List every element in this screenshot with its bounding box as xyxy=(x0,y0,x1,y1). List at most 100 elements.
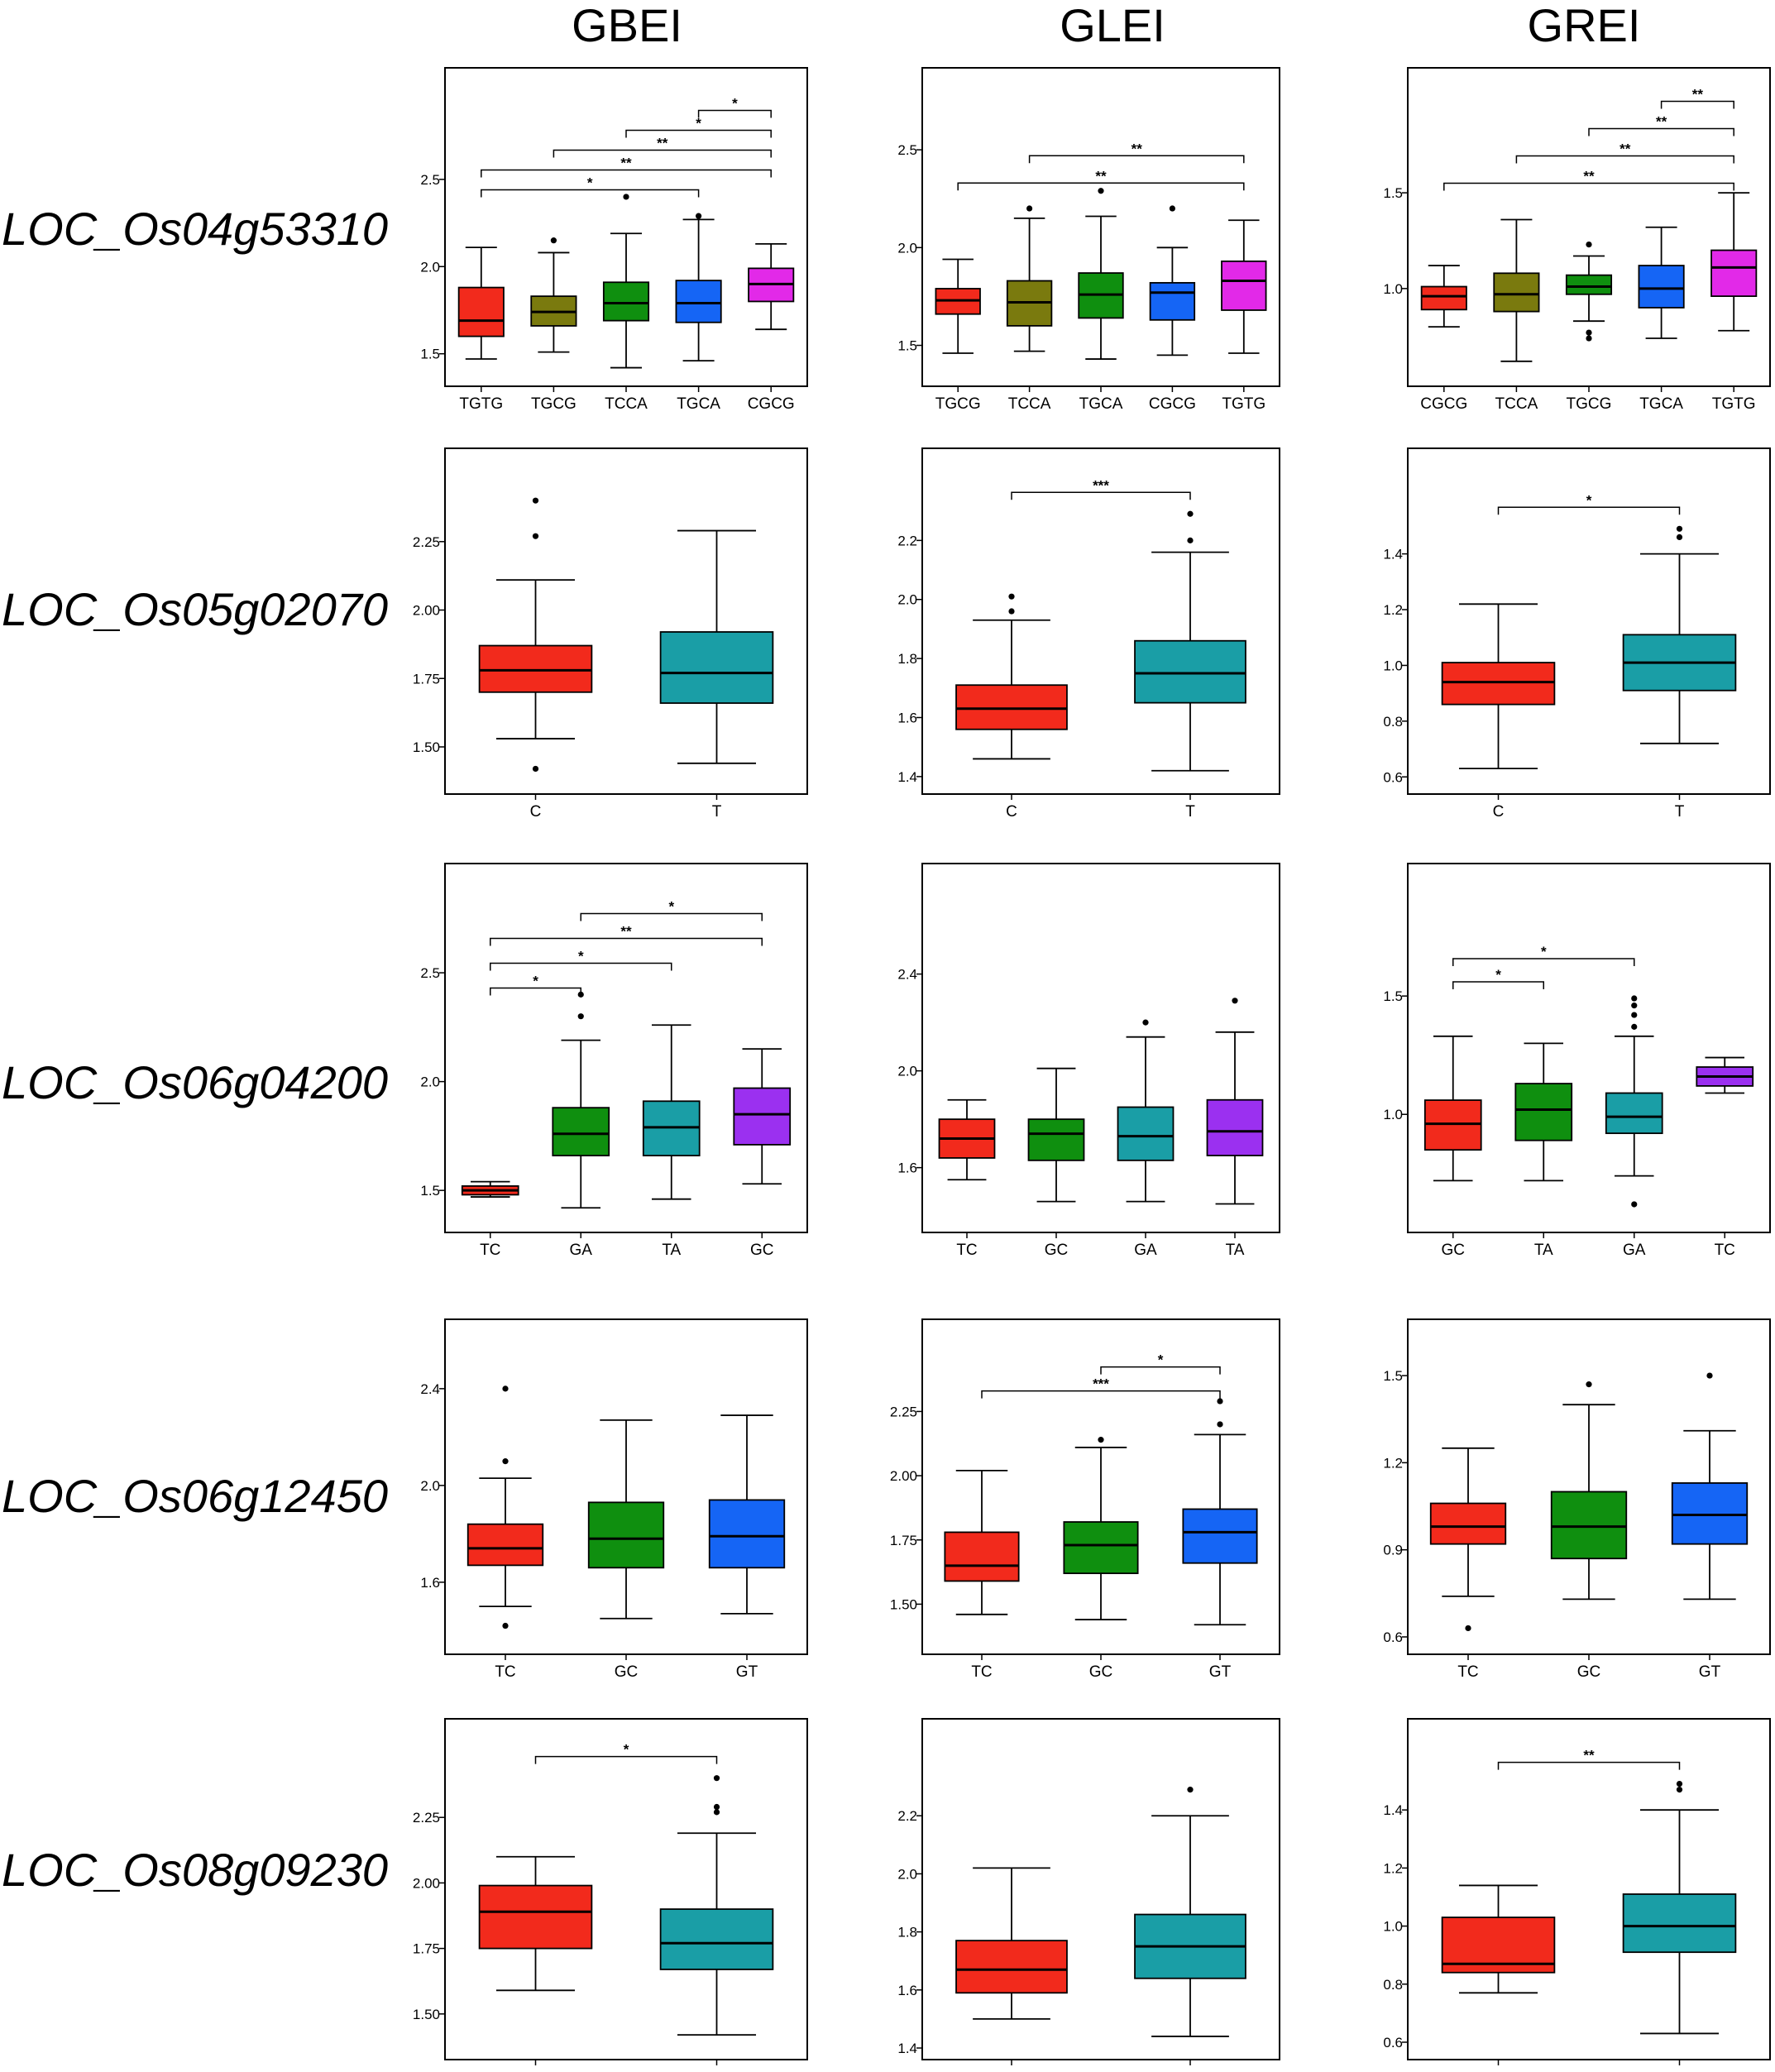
outlier-point xyxy=(1586,1381,1592,1388)
significance-bracket xyxy=(481,169,772,178)
box-gc xyxy=(1027,1118,1085,1161)
significance-bracket xyxy=(534,1755,718,1764)
y-tick-label: 2.0 xyxy=(897,1866,917,1882)
x-category-label: C xyxy=(530,803,542,821)
x-category-label: TGCG xyxy=(935,395,981,413)
x-category-label: TCCA xyxy=(1008,395,1051,413)
box-t xyxy=(1134,639,1246,704)
row-title-3: LOC_Os06g12450 xyxy=(2,1470,388,1522)
panel-frame xyxy=(444,447,808,795)
y-tick-label: 0.8 xyxy=(1383,714,1403,730)
outlier-point xyxy=(1098,1437,1104,1443)
significance-label: ** xyxy=(1620,141,1631,157)
significance-bracket xyxy=(490,937,763,946)
outlier-point xyxy=(502,1622,509,1629)
box-c xyxy=(955,684,1068,730)
x-category-label: TC xyxy=(1715,1242,1735,1259)
outlier-point xyxy=(1008,608,1015,615)
y-tick-label: 0.9 xyxy=(1383,1543,1403,1558)
panel-r1-c1: 1.4 1.6 1.8 2.0 2.2 C T *** xyxy=(897,447,1280,821)
significance-bracket xyxy=(625,129,772,138)
panel-frame xyxy=(444,863,808,1233)
outlier-point xyxy=(532,497,539,504)
y-tick-label: 1.75 xyxy=(413,671,440,687)
significance-bracket xyxy=(1443,182,1734,191)
significance-label: * xyxy=(1586,492,1592,508)
y-tick-label: 2.0 xyxy=(897,240,917,256)
y-tick-label: 2.2 xyxy=(897,533,917,548)
panel-frame xyxy=(1407,863,1771,1233)
box-tcca xyxy=(1493,272,1540,313)
significance-label: * xyxy=(1158,1352,1164,1368)
x-category-label: TGTG xyxy=(1222,395,1265,413)
row-title-4: LOC_Os08g09230 xyxy=(2,1844,388,1896)
y-tick-label: 1.8 xyxy=(897,651,917,667)
significance-bracket xyxy=(490,987,581,996)
y-tick-label: 2.0 xyxy=(897,592,917,608)
x-category-label: GA xyxy=(1623,1242,1646,1259)
outlier-point xyxy=(1008,593,1015,600)
significance-label: * xyxy=(668,898,674,914)
y-tick-label: 2.5 xyxy=(420,172,440,188)
column-title-grei: GREI xyxy=(1528,0,1641,51)
significance-bracket xyxy=(1011,491,1191,500)
box-ga xyxy=(1605,1092,1663,1135)
significance-bracket xyxy=(580,912,763,921)
outlier-point xyxy=(1142,1019,1149,1026)
panel-frame xyxy=(921,1718,1280,2060)
y-tick-label: 1.50 xyxy=(890,1596,917,1612)
outlier-point xyxy=(1586,329,1592,336)
panel-r2-c1: 1.6 2.0 2.4 TC GC GA TA xyxy=(897,863,1280,1259)
significance-label: * xyxy=(696,116,701,132)
row-title-2: LOC_Os06g04200 xyxy=(2,1056,388,1108)
outlier-point xyxy=(1217,1421,1223,1428)
outlier-point xyxy=(1586,335,1592,342)
y-tick-label: 1.6 xyxy=(897,710,917,725)
panel-r0-c2: 1.0 1.5 CGCG TCCA TGCG TGCA TGTG ** ** ** ** xyxy=(1383,67,1771,413)
y-tick-label: 2.0 xyxy=(420,1074,440,1090)
outlier-point xyxy=(502,1385,509,1392)
x-category-label: TCCA xyxy=(1495,395,1538,413)
box-c xyxy=(1441,662,1556,706)
box-tgca xyxy=(1638,265,1685,309)
significance-bracket xyxy=(697,109,772,118)
significance-bracket xyxy=(1497,1761,1681,1770)
significance-label: * xyxy=(624,1742,629,1758)
significance-label: * xyxy=(587,175,593,191)
x-category-label: T xyxy=(1675,803,1685,821)
box-t xyxy=(659,631,774,704)
outlier-point xyxy=(1631,1201,1638,1208)
y-tick-label: 0.6 xyxy=(1383,1629,1403,1645)
x-category-label: GC xyxy=(1442,1242,1466,1259)
y-tick-label: 1.50 xyxy=(413,739,440,755)
column-title-gbei: GBEI xyxy=(572,0,682,51)
significance-label: *** xyxy=(1093,477,1109,493)
outlier-point xyxy=(713,1803,720,1811)
panel-frame xyxy=(921,863,1280,1233)
y-tick-label: 0.6 xyxy=(1383,2035,1403,2050)
significance-bracket xyxy=(1497,506,1681,515)
y-tick-label: 2.00 xyxy=(890,1468,917,1484)
outlier-point xyxy=(1676,1781,1683,1787)
y-tick-label: 1.50 xyxy=(413,2007,440,2022)
x-category-label: T xyxy=(712,803,722,821)
outlier-point xyxy=(1465,1625,1471,1632)
significance-label: *** xyxy=(1093,1376,1109,1392)
y-tick-label: 2.25 xyxy=(890,1404,917,1419)
y-tick-label: 1.4 xyxy=(1383,547,1403,562)
significance-bracket xyxy=(481,189,700,198)
outlier-point xyxy=(1217,1398,1223,1404)
y-tick-label: 2.5 xyxy=(420,965,440,981)
x-category-label: TC xyxy=(956,1242,977,1259)
outlier-point xyxy=(550,237,557,244)
box-cgcg xyxy=(1149,281,1196,321)
significance-bracket xyxy=(1660,100,1734,109)
significance-bracket xyxy=(1588,127,1734,136)
outlier-point xyxy=(1631,1023,1638,1030)
outlier-point xyxy=(1169,205,1175,212)
x-category-label: TC xyxy=(1457,1663,1478,1681)
box-tc xyxy=(466,1523,544,1567)
